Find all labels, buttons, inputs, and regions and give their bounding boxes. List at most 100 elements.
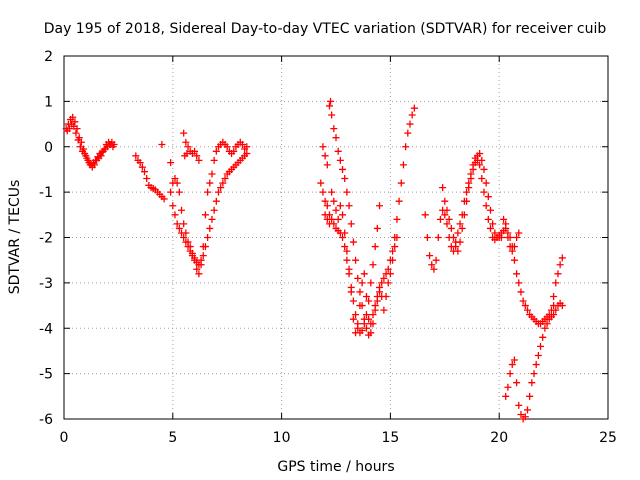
data-point — [191, 254, 199, 262]
data-point — [354, 274, 362, 282]
y-tick-label: -2 — [39, 231, 53, 247]
data-point — [160, 195, 168, 203]
data-point — [204, 234, 212, 241]
data-point — [393, 215, 401, 223]
series-seg4a — [317, 179, 384, 337]
y-axis-label: SDTVAR / TECUs — [7, 180, 23, 295]
data-point — [504, 234, 512, 241]
data-point — [458, 224, 466, 232]
data-point — [362, 292, 370, 300]
data-point — [339, 211, 347, 219]
data-point — [537, 342, 545, 350]
data-point — [178, 206, 186, 214]
data-point — [175, 224, 183, 232]
data-point — [343, 256, 351, 264]
data-point — [330, 197, 338, 205]
data-point — [526, 392, 534, 400]
data-point — [515, 279, 523, 287]
data-point — [132, 152, 140, 160]
data-point — [386, 270, 394, 278]
series-seg4c — [321, 104, 418, 337]
data-point — [319, 143, 327, 151]
data-point — [491, 229, 499, 237]
data-point — [319, 188, 327, 196]
data-point — [445, 215, 453, 223]
data-point — [345, 202, 353, 210]
series-seg3a — [167, 150, 251, 269]
grid-lines — [64, 56, 608, 419]
data-point — [476, 150, 484, 158]
x-tick-label: 25 — [599, 430, 617, 446]
data-point — [410, 104, 418, 112]
data-point — [402, 143, 410, 151]
data-point — [184, 238, 192, 246]
data-point — [517, 410, 525, 418]
y-tick-label: -3 — [39, 276, 53, 292]
x-tick-label: 5 — [168, 430, 177, 446]
data-point — [365, 297, 373, 305]
data-point — [384, 265, 392, 273]
data-point — [210, 156, 218, 164]
data-point — [206, 179, 214, 187]
data-point — [423, 234, 431, 241]
data-point — [456, 220, 464, 228]
data-point — [523, 406, 531, 414]
series-seg5d — [550, 254, 566, 300]
data-point — [362, 311, 370, 319]
data-point — [510, 356, 518, 364]
data-point — [180, 234, 188, 241]
data-point — [454, 229, 462, 237]
data-point — [469, 165, 477, 173]
data-point — [369, 311, 377, 319]
data-point — [463, 188, 471, 196]
data-point — [508, 361, 516, 369]
data-point — [81, 150, 89, 158]
data-point — [484, 193, 492, 201]
data-point — [500, 215, 508, 223]
data-point — [230, 147, 238, 155]
data-point — [480, 188, 488, 196]
data-point — [347, 288, 355, 296]
data-point — [378, 279, 386, 287]
x-tick-label: 15 — [381, 430, 399, 446]
data-point — [217, 184, 225, 192]
x-tick-labels: 0 5 10 15 20 25 — [60, 430, 617, 446]
data-point — [482, 202, 490, 210]
data-point — [180, 129, 188, 137]
data-point — [382, 292, 390, 300]
data-point — [343, 188, 351, 196]
data-point — [339, 165, 347, 173]
chart-title: Day 195 of 2018, Sidereal Day-to-day VTE… — [44, 21, 607, 37]
data-point — [138, 163, 146, 171]
data-point — [486, 206, 494, 214]
data-point — [508, 247, 516, 255]
data-point — [76, 143, 84, 151]
data-point — [358, 327, 366, 335]
data-point — [406, 120, 414, 128]
data-point — [550, 311, 558, 319]
data-point — [69, 113, 77, 121]
data-point — [391, 234, 399, 241]
data-point — [456, 238, 464, 246]
data-point — [521, 302, 529, 310]
data-point — [171, 211, 179, 219]
series-seg5a — [421, 150, 558, 328]
data-point — [243, 143, 251, 151]
data-point — [195, 270, 203, 278]
data-point — [201, 211, 209, 219]
data-point — [173, 220, 181, 228]
data-point — [341, 175, 349, 183]
data-point — [465, 184, 473, 192]
y-tick-label: -4 — [39, 321, 53, 337]
x-axis-label: GPS time / hours — [277, 459, 394, 475]
data-point — [558, 254, 566, 262]
data-point — [489, 220, 497, 228]
data-point — [323, 161, 331, 169]
data-point — [450, 234, 458, 241]
data-point — [169, 202, 177, 210]
data-point — [352, 329, 360, 337]
data-point — [193, 265, 201, 273]
data-point — [452, 243, 460, 251]
data-point — [513, 234, 521, 241]
